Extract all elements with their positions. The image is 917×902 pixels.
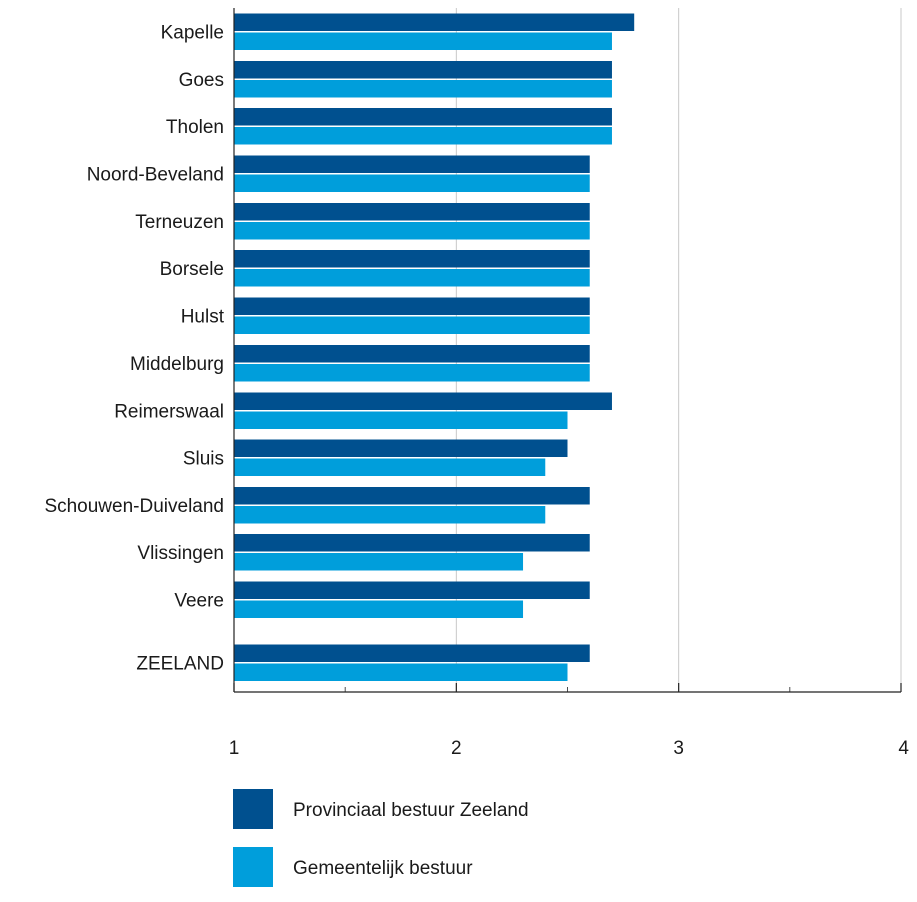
legend-label-provinciaal: Provinciaal bestuur Zeeland	[293, 800, 529, 821]
category-label: ZEELAND	[136, 654, 224, 675]
bar-gemeentelijk-schouwen-duiveland	[234, 506, 546, 524]
legend-swatch-provinciaal	[233, 789, 273, 829]
bar-gemeentelijk-middelburg	[234, 364, 590, 382]
x-tick-label: 4	[898, 738, 909, 759]
category-label: Noord-Beveland	[87, 165, 224, 186]
x-tick-label: 2	[451, 738, 462, 759]
bar-provinciaal-goes	[234, 61, 612, 79]
bar-provinciaal-veere	[234, 581, 590, 599]
legend-swatch-gemeentelijk	[233, 847, 273, 887]
category-label: Hulst	[181, 307, 225, 328]
bar-gemeentelijk-goes	[234, 80, 612, 98]
bar-gemeentelijk-tholen	[234, 127, 612, 145]
bar-gemeentelijk-sluis	[234, 458, 546, 476]
x-tick-label: 3	[673, 738, 684, 759]
bar-gemeentelijk-noord-beveland	[234, 174, 590, 192]
category-label: Sluis	[183, 449, 224, 470]
bar-provinciaal-hulst	[234, 297, 590, 315]
category-label: Tholen	[166, 117, 224, 138]
bar-provinciaal-vlissingen	[234, 534, 590, 552]
category-label: Reimerswaal	[114, 402, 224, 423]
bar-provinciaal-kapelle	[234, 13, 635, 31]
bar-provinciaal-zeeland	[234, 644, 590, 662]
legend: Provinciaal bestuur Zeeland Gemeentelijk …	[233, 789, 529, 887]
bars	[234, 13, 635, 681]
bar-gemeentelijk-borsele	[234, 269, 590, 287]
x-tick-label: 1	[229, 738, 240, 759]
bar-gemeentelijk-terneuzen	[234, 222, 590, 240]
category-label: Middelburg	[130, 354, 224, 375]
category-label: Goes	[179, 70, 224, 91]
category-label: Kapelle	[161, 23, 224, 44]
category-label: Veere	[174, 591, 224, 612]
bar-provinciaal-tholen	[234, 108, 612, 126]
bar-provinciaal-middelburg	[234, 345, 590, 363]
bar-provinciaal-reimerswaal	[234, 392, 612, 410]
bar-provinciaal-borsele	[234, 250, 590, 268]
bar-provinciaal-sluis	[234, 439, 568, 457]
bar-provinciaal-terneuzen	[234, 203, 590, 221]
category-label: Borsele	[160, 259, 224, 280]
category-labels: Kapelle Goes Tholen Noord-Beveland Terneuzen…	[44, 23, 224, 675]
bar-gemeentelijk-kapelle	[234, 32, 612, 50]
bar-gemeentelijk-veere	[234, 600, 524, 618]
bar-gemeentelijk-reimerswaal	[234, 411, 568, 429]
axes	[233, 8, 902, 693]
bar-provinciaal-noord-beveland	[234, 155, 590, 173]
category-label: Vlissingen	[137, 543, 224, 564]
x-tick-labels: 1 2 3 4	[229, 738, 910, 759]
bar-provinciaal-schouwen-duiveland	[234, 487, 590, 505]
bar-gemeentelijk-hulst	[234, 316, 590, 334]
bar-gemeentelijk-zeeland	[234, 663, 568, 681]
category-label: Terneuzen	[135, 212, 224, 233]
category-label: Schouwen-Duiveland	[44, 496, 224, 517]
legend-label-gemeentelijk: Gemeentelijk bestuur	[293, 858, 473, 879]
bar-gemeentelijk-vlissingen	[234, 553, 524, 571]
